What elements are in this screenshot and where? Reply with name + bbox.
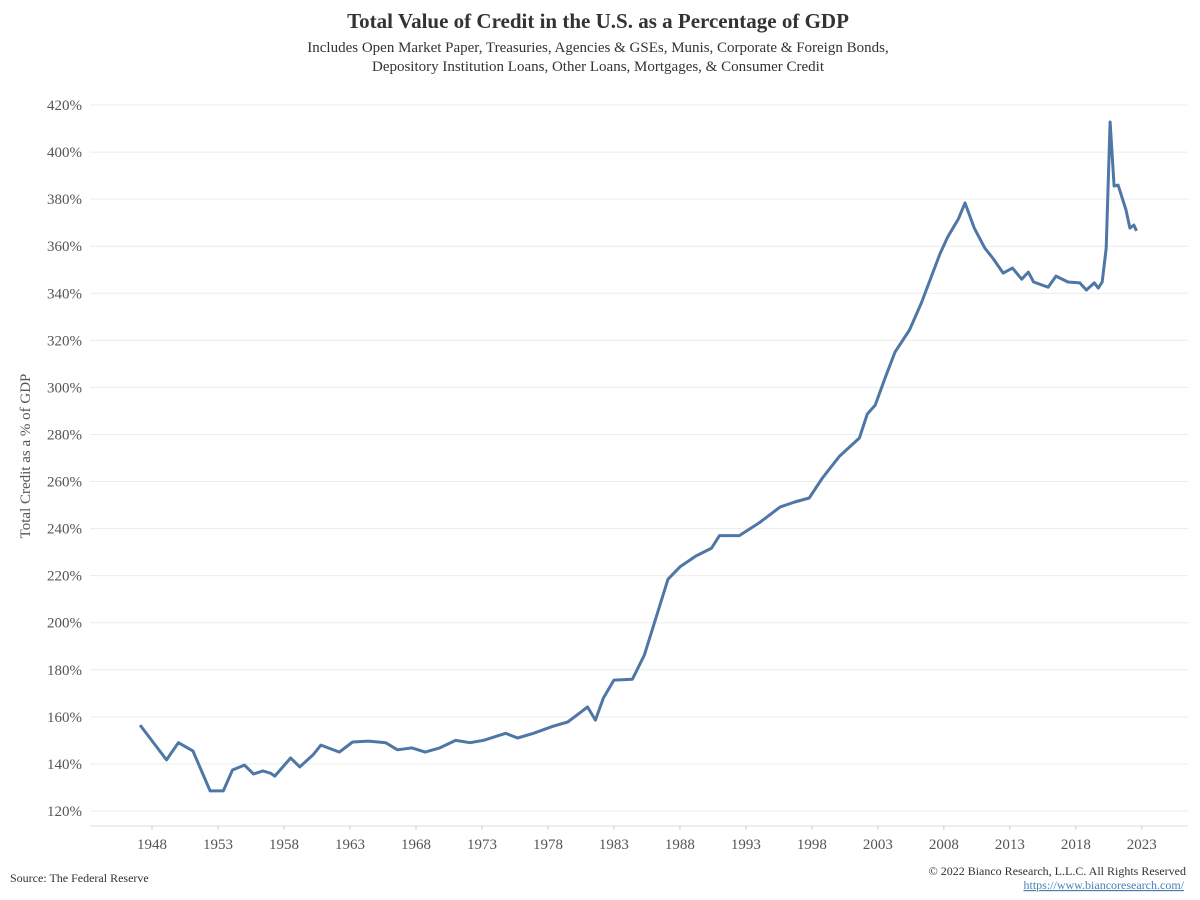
y-tick-label: 340% — [47, 286, 82, 302]
x-tick-label: 2008 — [929, 837, 959, 853]
y-tick-label: 380% — [47, 192, 82, 208]
x-tick-label: 1963 — [335, 837, 365, 853]
y-tick-label: 160% — [47, 710, 82, 726]
y-tick-label: 220% — [47, 569, 82, 585]
x-tick-label: 1948 — [137, 837, 167, 853]
x-tick-label: 1953 — [203, 837, 233, 853]
y-tick-label: 200% — [47, 616, 82, 632]
y-tick-label: 300% — [47, 380, 82, 396]
x-tick-label: 1973 — [467, 837, 497, 853]
x-tick-label: 1978 — [533, 837, 563, 853]
y-tick-label: 320% — [47, 333, 82, 349]
y-tick-label: 120% — [47, 804, 82, 820]
y-axis-label: Total Credit as a % of GDP — [18, 374, 34, 539]
x-tick-label: 1988 — [665, 837, 695, 853]
x-tick-label: 1968 — [401, 837, 431, 853]
source: Source: The Federal Reserve — [10, 871, 149, 885]
y-tick-label: 280% — [47, 427, 82, 443]
y-tick-label: 260% — [47, 475, 82, 491]
x-tick-label: 2013 — [995, 837, 1025, 853]
x-tick-label: 1958 — [269, 837, 299, 853]
y-tick-label: 180% — [47, 663, 82, 679]
link[interactable]: https://www.biancoresearch.com/ — [1023, 878, 1184, 892]
y-tick-label: 240% — [47, 522, 82, 538]
line — [138, 120, 1138, 793]
x-tick-label: 1993 — [731, 837, 761, 853]
chart-subtitle: Includes Open Market Paper, Treasuries, … — [307, 40, 888, 56]
y-tick-label: 360% — [47, 239, 82, 255]
x-tick-label: 1998 — [797, 837, 827, 853]
x-tick-label: 2018 — [1061, 837, 1091, 853]
x-tick-label: 2003 — [863, 837, 893, 853]
chart-subtitle: Depository Institution Loans, Other Loan… — [372, 59, 825, 75]
chart-title: Total Value of Credit in the U.S. as a P… — [347, 9, 849, 33]
x-tick-label: 2023 — [1127, 837, 1157, 853]
y-tick-label: 400% — [47, 145, 82, 161]
y-tick-label: 140% — [47, 757, 82, 773]
x-tick-label: 1983 — [599, 837, 629, 853]
copyright: © 2022 Bianco Research, L.L.C. All Right… — [929, 864, 1186, 878]
y-tick-label: 420% — [47, 98, 82, 114]
